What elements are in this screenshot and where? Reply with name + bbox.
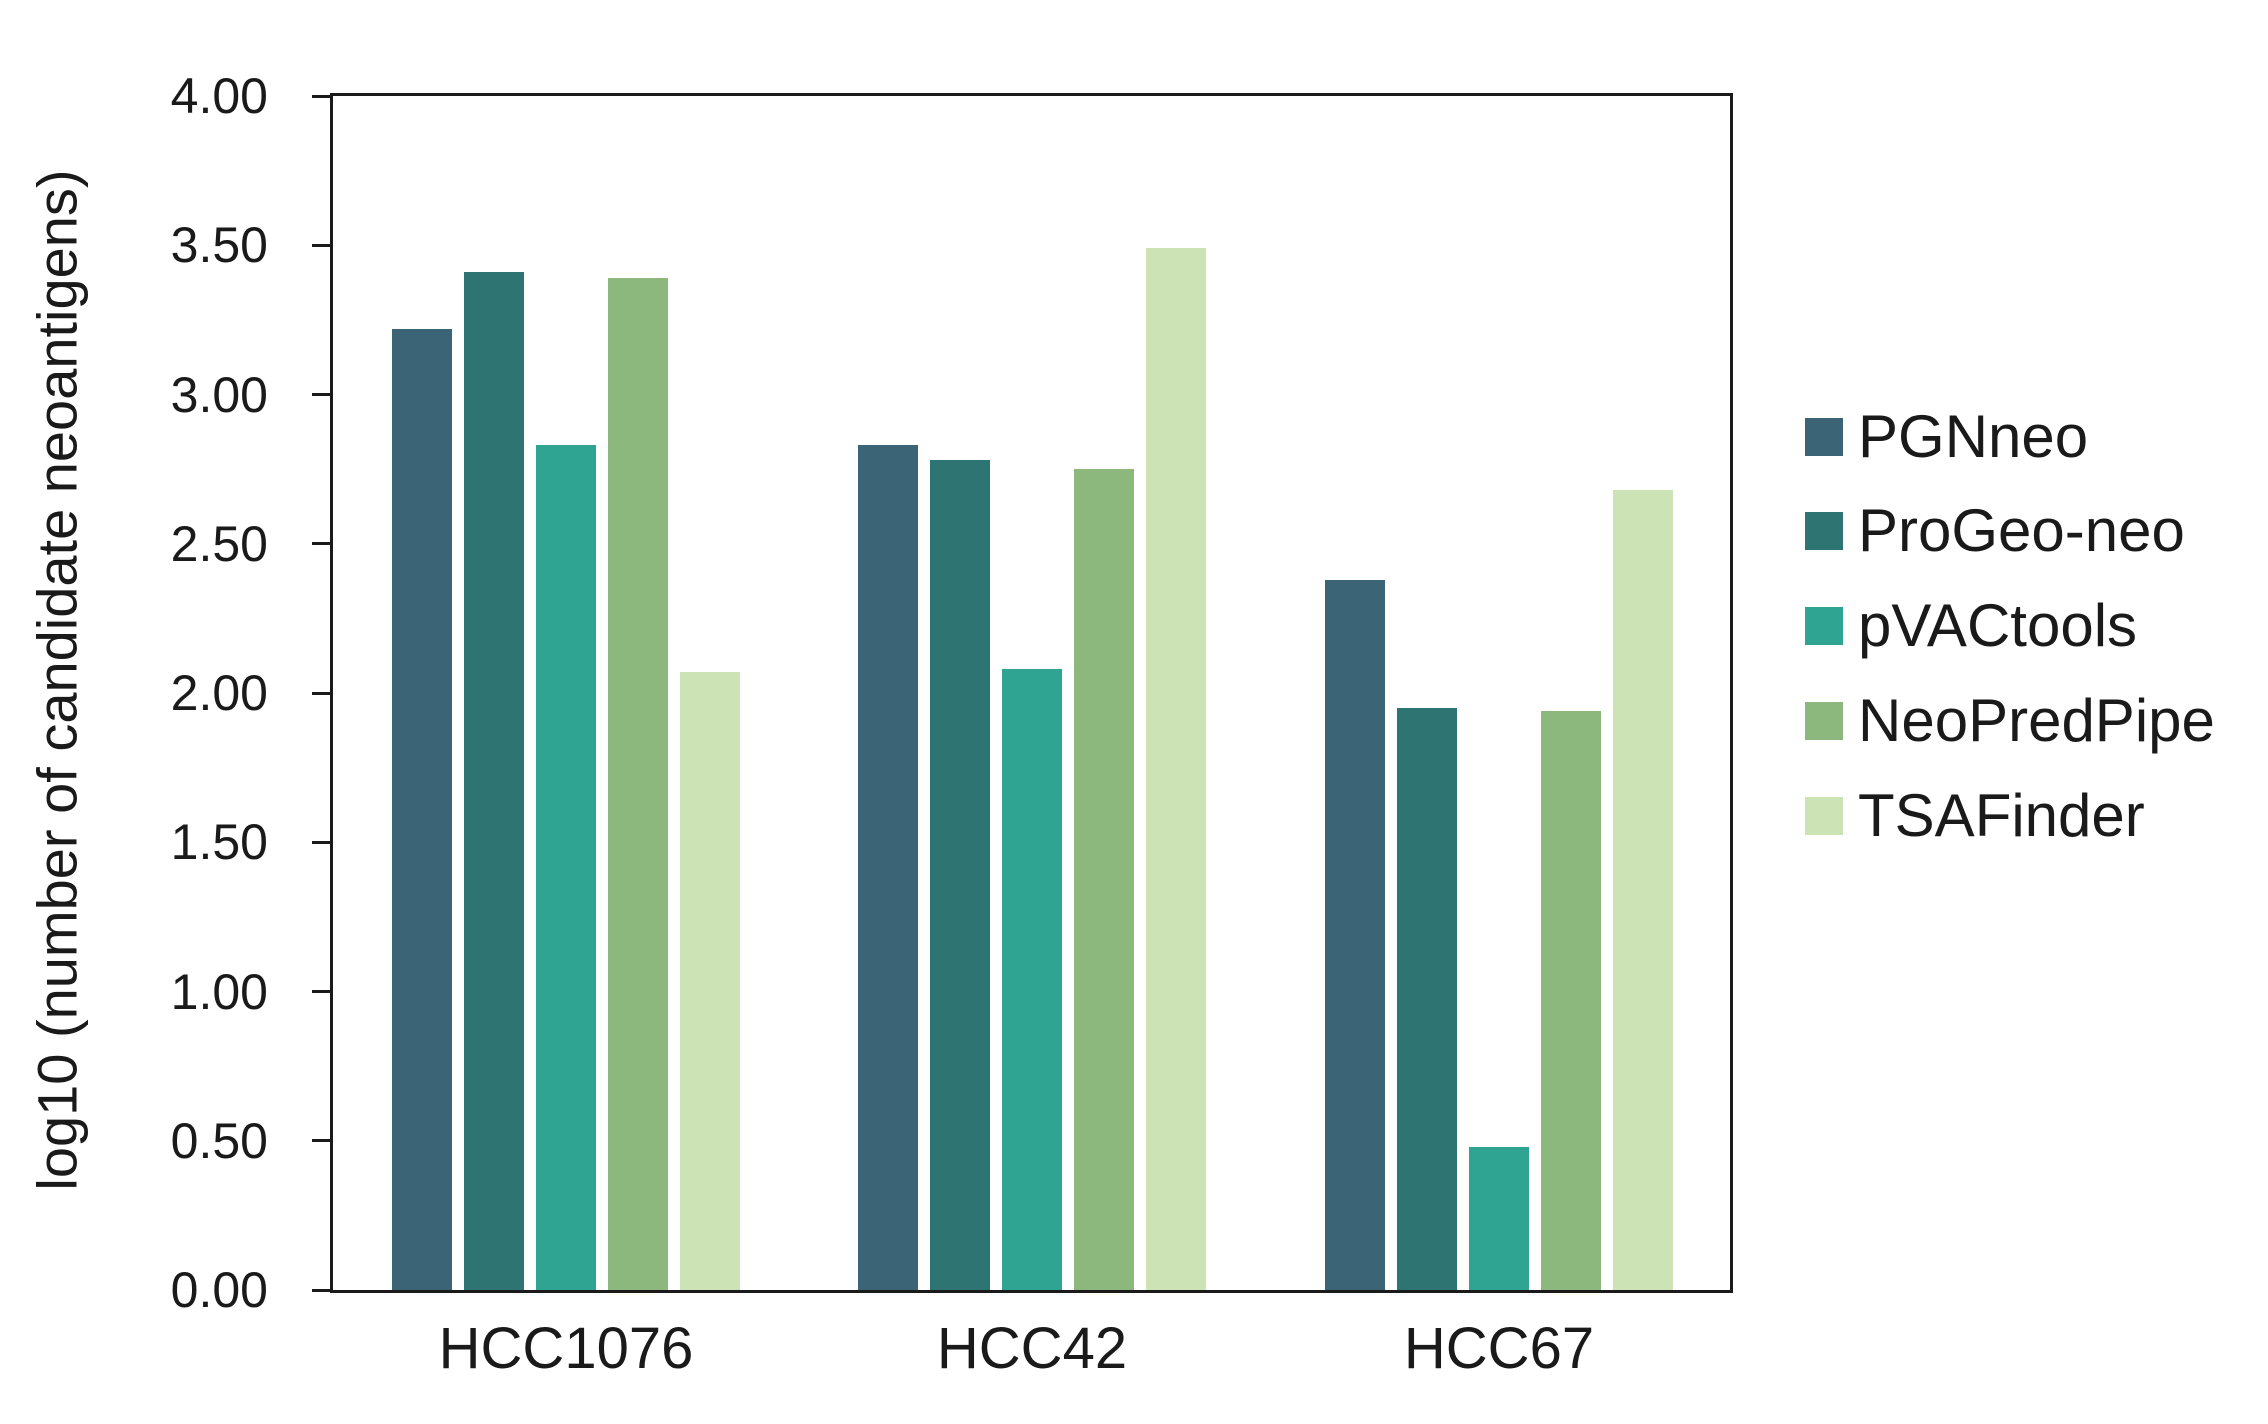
x-axis-category-label: HCC1076 bbox=[438, 1316, 694, 1381]
y-tick-mark bbox=[312, 691, 330, 695]
y-tick-mark bbox=[312, 1139, 330, 1143]
legend-label: ProGeo-neo bbox=[1858, 497, 2185, 564]
legend-swatch bbox=[1805, 702, 1843, 740]
y-tick-mark bbox=[312, 990, 330, 993]
y-tick-label: 0.00 bbox=[170, 1262, 268, 1318]
bar-pgnneo-hcc1076 bbox=[392, 329, 452, 1290]
bar-group-hcc1076 bbox=[392, 96, 740, 1290]
y-tick-label: 3.50 bbox=[170, 217, 268, 274]
y-tick-mark bbox=[312, 243, 330, 247]
legend-label: PGNneo bbox=[1858, 403, 2089, 470]
bar-neopredpipe-hcc67 bbox=[1541, 711, 1601, 1290]
legend-swatch bbox=[1805, 418, 1843, 456]
bar-pvactools-hcc67 bbox=[1469, 1147, 1529, 1290]
bar-tsafinder-hcc42 bbox=[1146, 248, 1206, 1290]
y-tick-mark bbox=[312, 94, 330, 98]
legend-label: TSAFinder bbox=[1858, 782, 2145, 849]
legend-item-pvactools: pVACtools bbox=[1805, 595, 2137, 657]
x-axis-category-label: HCC67 bbox=[1403, 1316, 1595, 1381]
y-tick-label: 4.00 bbox=[170, 68, 268, 124]
bar-tsafinder-hcc67 bbox=[1613, 490, 1673, 1290]
bar-progeo-neo-hcc1076 bbox=[464, 272, 524, 1290]
bar-pgnneo-hcc42 bbox=[858, 445, 918, 1290]
x-axis-category-label: HCC42 bbox=[936, 1316, 1128, 1381]
y-tick-mark bbox=[312, 840, 330, 844]
bar-neopredpipe-hcc42 bbox=[1074, 469, 1134, 1290]
y-tick-label: 2.50 bbox=[170, 515, 268, 572]
bar-progeo-neo-hcc67 bbox=[1397, 708, 1457, 1290]
y-tick-label: 2.00 bbox=[170, 665, 268, 721]
y-tick-mark bbox=[312, 542, 330, 546]
bar-progeo-neo-hcc42 bbox=[930, 460, 990, 1290]
bar-pvactools-hcc1076 bbox=[536, 445, 596, 1290]
bar-pgnneo-hcc67 bbox=[1325, 580, 1385, 1290]
legend-swatch bbox=[1805, 607, 1843, 645]
bar-group-hcc67 bbox=[1325, 96, 1673, 1290]
bar-pvactools-hcc42 bbox=[1002, 669, 1062, 1290]
bar-tsafinder-hcc1076 bbox=[680, 672, 740, 1290]
plot-area bbox=[330, 93, 1733, 1293]
legend-label: pVACtools bbox=[1858, 592, 2138, 659]
y-tick-label: 0.50 bbox=[170, 1112, 268, 1169]
legend-item-pgnneo: PGNneo bbox=[1805, 406, 2088, 468]
legend-swatch bbox=[1805, 797, 1843, 835]
y-tick-label: 1.00 bbox=[170, 963, 268, 1020]
legend-item-neopredpipe: NeoPredPipe bbox=[1805, 690, 2215, 752]
legend-swatch bbox=[1805, 512, 1843, 550]
y-tick-label: 3.00 bbox=[170, 366, 268, 423]
legend-item-progeo-neo: ProGeo-neo bbox=[1805, 500, 2185, 562]
legend-label: NeoPredPipe bbox=[1858, 687, 2215, 754]
y-tick-mark bbox=[312, 1288, 330, 1292]
bar-neopredpipe-hcc1076 bbox=[608, 278, 668, 1290]
y-tick-label: 1.50 bbox=[170, 814, 268, 871]
y-tick-mark bbox=[312, 393, 330, 396]
y-axis-title: log10 (number of candidate neoantigens) bbox=[25, 169, 89, 1191]
legend-item-tsafinder: TSAFinder bbox=[1805, 785, 2145, 847]
bar-group-hcc42 bbox=[858, 96, 1206, 1290]
